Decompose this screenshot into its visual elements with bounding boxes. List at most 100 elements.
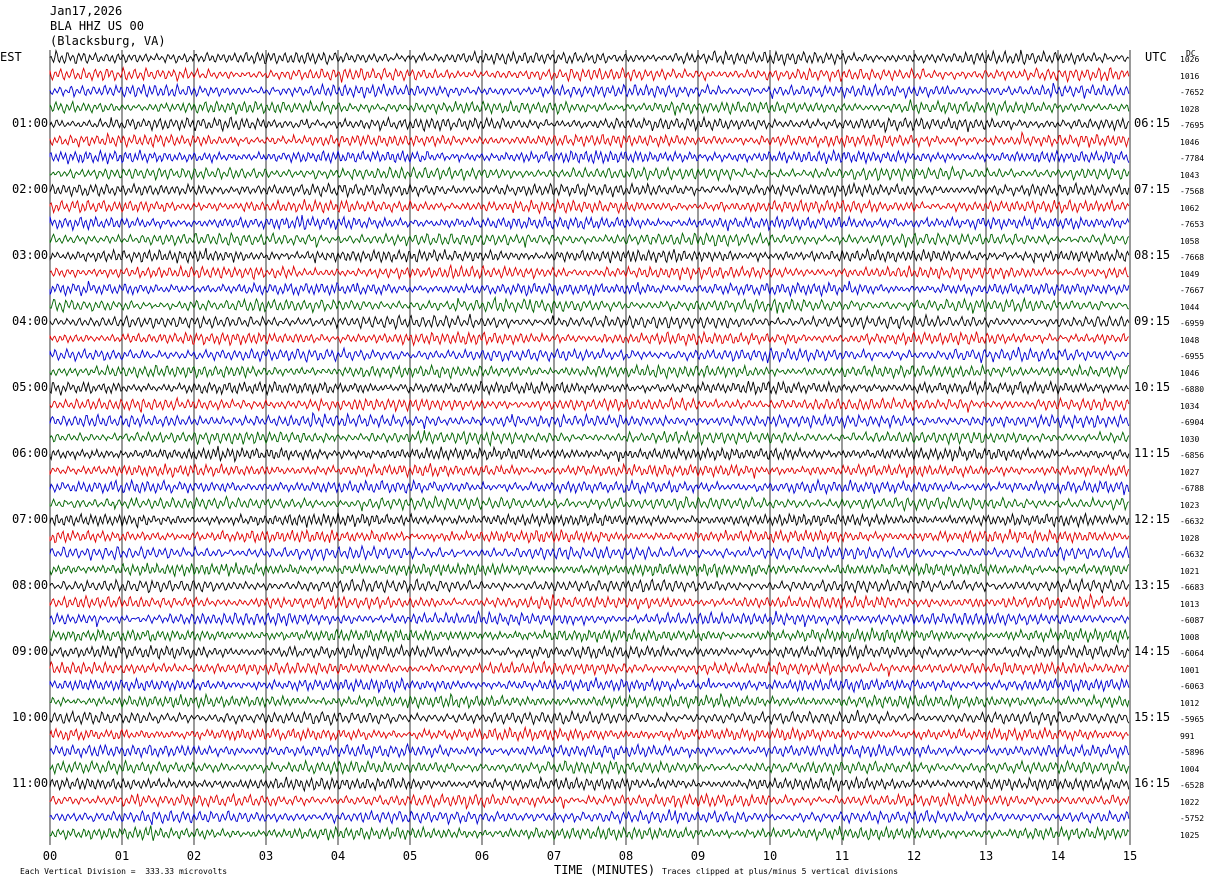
x-tick-label-10: 10 [763, 849, 777, 863]
trace-row-47 [49, 809, 1130, 826]
trace-row-48 [49, 825, 1130, 842]
dc-value-label: -5965 [1180, 715, 1205, 724]
trace-row-30 [49, 528, 1130, 545]
trace-row-21 [49, 379, 1130, 397]
utc-hour-label: 07:15 [1134, 182, 1171, 196]
dc-value-label: 1021 [1180, 566, 1200, 576]
dc-value-label: 1013 [1180, 599, 1200, 609]
utc-hour-label: 06:15 [1134, 116, 1171, 130]
x-tick-label-06: 06 [475, 849, 489, 863]
dc-value-label: 1062 [1180, 203, 1200, 213]
trace-row-36 [49, 627, 1130, 644]
est-hour-label: 03:00 [12, 248, 49, 262]
dc-value-label: -6683 [1180, 583, 1205, 592]
trace-row-28 [49, 495, 1130, 513]
trace-row-35 [49, 610, 1130, 628]
dc-value-label: 1046 [1180, 137, 1200, 147]
trace-row-43 [49, 742, 1130, 761]
trace-row-1 [49, 49, 1130, 67]
trace-row-9 [49, 181, 1130, 199]
trace-row-42 [49, 725, 1129, 743]
dc-value-label: -7667 [1180, 286, 1205, 295]
est-hour-label: 10:00 [12, 710, 49, 724]
utc-hour-label: 10:15 [1134, 380, 1171, 394]
trace-row-14 [49, 263, 1129, 282]
dc-value-label: 1028 [1180, 104, 1200, 114]
dc-value-label: 1004 [1180, 764, 1200, 774]
dc-value-label: 1001 [1180, 665, 1200, 675]
est-hour-label: 08:00 [12, 578, 49, 592]
est-hour-label: 04:00 [12, 314, 49, 328]
dc-value-label: -6064 [1180, 649, 1205, 658]
dc-value-label: 1008 [1180, 632, 1200, 642]
trace-row-24 [49, 429, 1130, 448]
x-tick-label-05: 05 [403, 849, 417, 863]
trace-row-18 [49, 330, 1130, 347]
trace-row-29 [49, 511, 1130, 529]
est-hour-label: 11:00 [12, 776, 49, 790]
trace-row-5 [49, 115, 1130, 134]
right-timezone-label: UTC [1145, 50, 1167, 64]
dc-value-label: 1049 [1180, 269, 1200, 279]
trace-row-10 [49, 198, 1130, 215]
x-tick-label-08: 08 [619, 849, 633, 863]
dc-value-label: -6063 [1180, 682, 1205, 691]
dc-value-label: -7668 [1180, 253, 1205, 262]
dc-value-label: 1034 [1180, 401, 1200, 411]
est-hour-label: 07:00 [12, 512, 49, 526]
trace-row-15 [49, 280, 1130, 298]
trace-row-20 [49, 363, 1130, 380]
utc-hour-label: 16:15 [1134, 776, 1171, 790]
utc-hour-label: 11:15 [1134, 446, 1171, 460]
x-tick-label-09: 09 [691, 849, 705, 863]
trace-row-44 [49, 759, 1130, 777]
footer-scale-note: Each Vertical Division = 333.33 microvol… [20, 867, 228, 876]
dc-value-label: 1030 [1180, 434, 1200, 444]
x-tick-label-03: 03 [259, 849, 273, 863]
footer-clip-note: Traces clipped at plus/minus 5 vertical … [662, 867, 899, 876]
trace-row-38 [49, 660, 1130, 677]
dc-value-label: -7652 [1180, 88, 1205, 97]
dc-value-label: -5752 [1180, 814, 1205, 823]
minute-grid [49, 50, 1131, 845]
trace-row-19 [49, 346, 1129, 364]
est-hour-label: 05:00 [12, 380, 49, 394]
dc-value-label: -6959 [1180, 319, 1205, 328]
utc-hour-label: 15:15 [1134, 710, 1171, 724]
trace-row-32 [49, 561, 1130, 578]
dc-value-label: 1026 [1180, 55, 1200, 64]
trace-row-26 [49, 462, 1130, 479]
dc-value-label: 1027 [1180, 467, 1200, 477]
dc-corner-label: DC [1186, 49, 1196, 58]
dc-value-label: 1048 [1180, 335, 1200, 345]
dc-value-label: -6955 [1180, 352, 1205, 361]
dc-value-label: -7653 [1180, 220, 1205, 229]
header-date: Jan17,2026 [50, 4, 123, 18]
utc-hour-label: 09:15 [1134, 314, 1171, 328]
dc-value-label: -6904 [1180, 418, 1205, 427]
trace-row-22 [49, 396, 1130, 413]
dc-value-label: -6880 [1180, 385, 1205, 394]
trace-row-13 [49, 247, 1130, 265]
trace-row-2 [49, 66, 1130, 84]
dc-value-label: 1016 [1180, 71, 1200, 81]
trace-row-23 [49, 411, 1130, 430]
dc-value-label: 1022 [1180, 797, 1200, 807]
dc-value-label: 1046 [1180, 368, 1200, 378]
dc-value-label: 1023 [1180, 500, 1200, 510]
x-axis-ticks: 00 01 02 03 04 05 06 07 08 09 10 11 12 13 14 15 [43, 849, 1137, 863]
est-hour-label: 02:00 [12, 182, 49, 196]
trace-row-4 [49, 99, 1130, 117]
trace-row-7 [49, 148, 1130, 165]
x-tick-label-11: 11 [835, 849, 849, 863]
trace-row-33 [49, 577, 1130, 594]
left-timezone-label: EST [0, 50, 22, 64]
est-hour-label: 09:00 [12, 644, 49, 658]
dc-value-label: -6528 [1180, 781, 1205, 790]
x-axis-label: TIME (MINUTES) [554, 863, 656, 877]
trace-row-34 [49, 592, 1130, 611]
dc-value-label: 1025 [1180, 830, 1200, 840]
dc-value-label: 1043 [1180, 170, 1200, 180]
dc-value-label: -6632 [1180, 550, 1205, 559]
